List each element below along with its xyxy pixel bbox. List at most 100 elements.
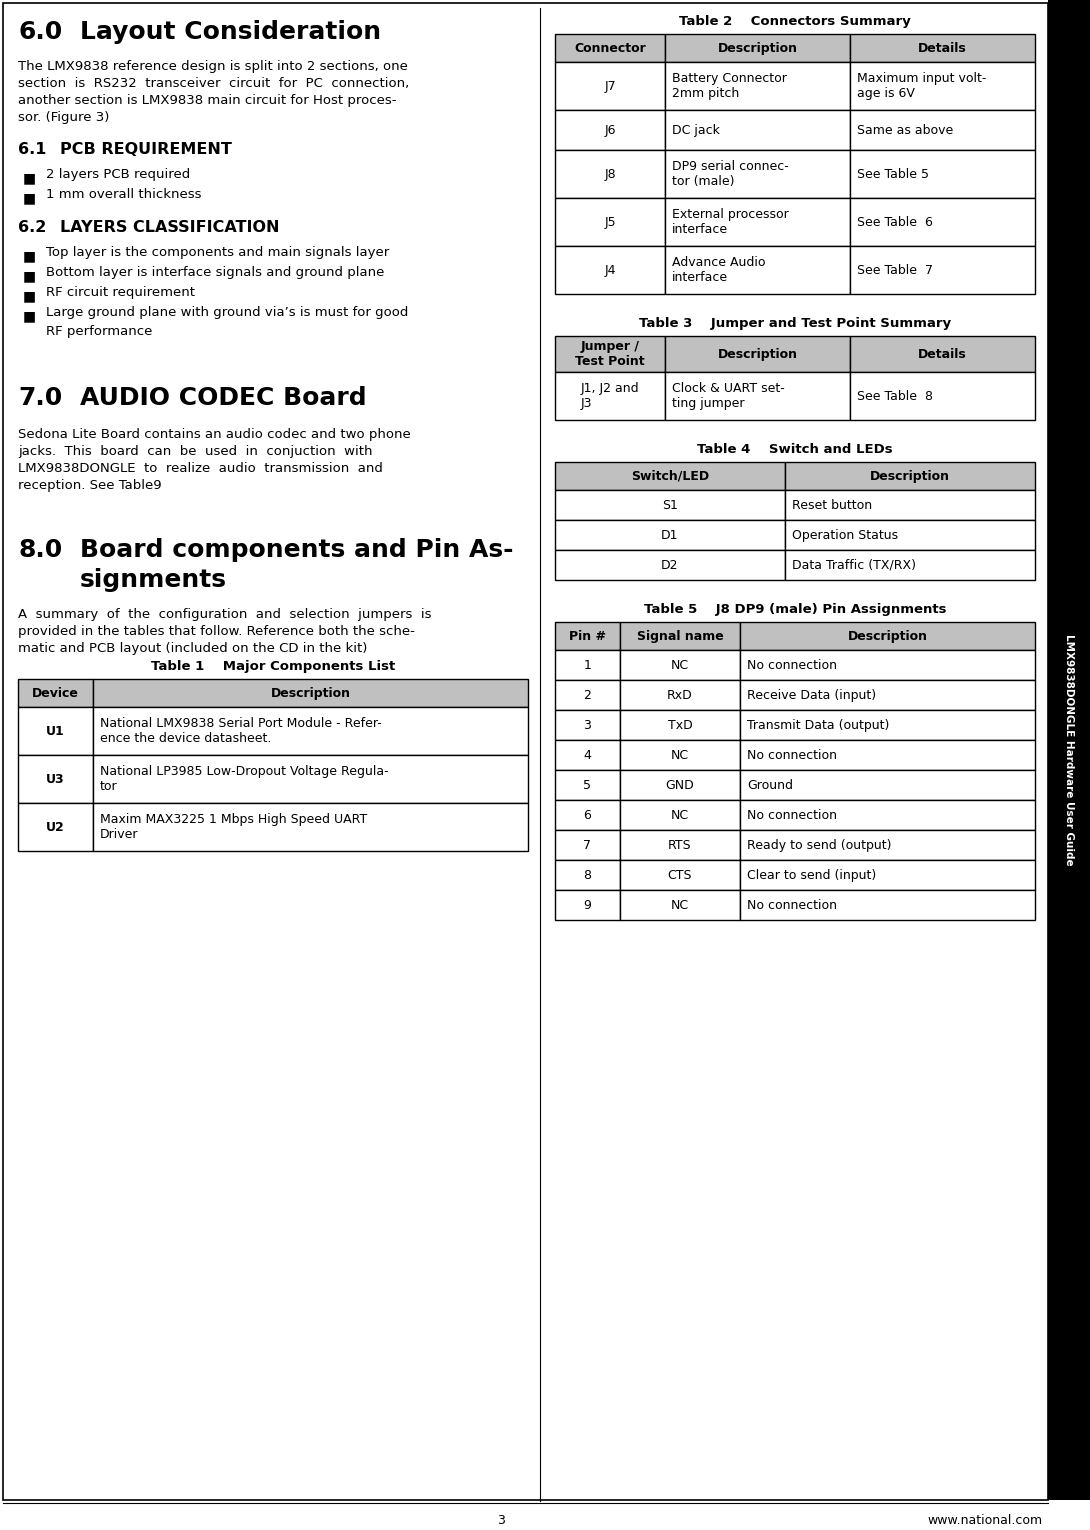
Text: S1: S1 <box>662 499 678 511</box>
Bar <box>555 860 620 890</box>
Bar <box>665 337 850 372</box>
Bar <box>740 800 1036 829</box>
Text: NC: NC <box>671 658 689 672</box>
Bar <box>620 800 740 829</box>
Text: Signal name: Signal name <box>637 629 724 643</box>
Bar <box>555 63 665 110</box>
Text: No connection: No connection <box>747 658 837 672</box>
Text: Description: Description <box>270 687 351 699</box>
Text: Device: Device <box>32 687 78 699</box>
Bar <box>555 246 665 294</box>
Text: 2: 2 <box>583 688 592 701</box>
Bar <box>19 679 93 707</box>
Bar <box>740 829 1036 860</box>
Bar <box>555 520 785 549</box>
Bar <box>555 770 620 800</box>
Text: The LMX9838 reference design is split into 2 sections, one: The LMX9838 reference design is split in… <box>19 60 408 73</box>
Bar <box>620 860 740 890</box>
Text: ■: ■ <box>23 269 36 283</box>
Bar <box>665 197 850 246</box>
Bar <box>620 679 740 710</box>
Text: www.national.com: www.national.com <box>928 1513 1043 1527</box>
Text: Table 3    Jumper and Test Point Summary: Table 3 Jumper and Test Point Summary <box>639 317 952 330</box>
Text: NC: NC <box>671 898 689 912</box>
Bar <box>555 549 785 580</box>
Text: AUDIO CODEC Board: AUDIO CODEC Board <box>80 386 366 410</box>
Text: section  is  RS232  transceiver  circuit  for  PC  connection,: section is RS232 transceiver circuit for… <box>19 76 409 90</box>
Bar <box>850 34 1036 63</box>
Text: National LP3985 Low-Dropout Voltage Regula-
tor: National LP3985 Low-Dropout Voltage Regu… <box>100 765 389 793</box>
Text: U2: U2 <box>46 820 65 834</box>
Text: See Table  6: See Table 6 <box>857 216 933 228</box>
Bar <box>19 754 93 803</box>
Bar <box>850 150 1036 197</box>
Text: 5: 5 <box>583 779 592 791</box>
Bar <box>740 890 1036 920</box>
Text: Same as above: Same as above <box>857 124 954 136</box>
Text: J7: J7 <box>604 80 616 92</box>
Text: Connector: Connector <box>574 41 646 55</box>
Text: 8.0: 8.0 <box>19 539 62 562</box>
Text: Description: Description <box>870 470 950 482</box>
Text: ■: ■ <box>23 249 36 263</box>
Text: Bottom layer is interface signals and ground plane: Bottom layer is interface signals and gr… <box>46 266 385 278</box>
Bar <box>740 710 1036 741</box>
Bar <box>555 197 665 246</box>
Bar <box>740 650 1036 679</box>
Bar <box>555 741 620 770</box>
Text: CTS: CTS <box>668 869 692 881</box>
Bar <box>785 462 1036 490</box>
Text: 8: 8 <box>583 869 592 881</box>
Bar <box>555 150 665 197</box>
Text: 6.1: 6.1 <box>19 142 47 158</box>
Bar <box>555 34 665 63</box>
Text: Layout Consideration: Layout Consideration <box>80 20 381 44</box>
Text: RF performance: RF performance <box>46 324 153 338</box>
Bar <box>620 650 740 679</box>
Bar <box>555 890 620 920</box>
Text: Table 5    J8 DP9 (male) Pin Assignments: Table 5 J8 DP9 (male) Pin Assignments <box>644 603 946 617</box>
Text: J6: J6 <box>604 124 616 136</box>
Text: 3: 3 <box>497 1513 506 1527</box>
Text: Data Traffic (TX/RX): Data Traffic (TX/RX) <box>792 558 916 572</box>
Text: sor. (Figure 3): sor. (Figure 3) <box>19 112 109 124</box>
Text: provided in the tables that follow. Reference both the sche-: provided in the tables that follow. Refe… <box>19 624 415 638</box>
Bar <box>850 110 1036 150</box>
Text: Table 1    Major Components List: Table 1 Major Components List <box>150 659 396 673</box>
Text: Large ground plane with ground via’s is must for good: Large ground plane with ground via’s is … <box>46 306 409 318</box>
Text: Switch/LED: Switch/LED <box>631 470 710 482</box>
Text: RTS: RTS <box>668 838 692 852</box>
Text: reception. See Table9: reception. See Table9 <box>19 479 161 493</box>
Bar <box>740 623 1036 650</box>
Text: External processor
interface: External processor interface <box>673 208 789 236</box>
Text: 6.0: 6.0 <box>19 20 62 44</box>
Bar <box>665 110 850 150</box>
Text: J1, J2 and
J3: J1, J2 and J3 <box>581 382 640 410</box>
Text: 1 mm overall thickness: 1 mm overall thickness <box>46 188 202 200</box>
Text: National LMX9838 Serial Port Module - Refer-
ence the device datasheet.: National LMX9838 Serial Port Module - Re… <box>100 718 382 745</box>
Bar <box>555 800 620 829</box>
Text: Advance Audio
interface: Advance Audio interface <box>673 256 765 285</box>
Bar <box>555 710 620 741</box>
Text: ■: ■ <box>23 309 36 323</box>
Text: U3: U3 <box>46 773 64 785</box>
Text: LAYERS CLASSIFICATION: LAYERS CLASSIFICATION <box>60 220 279 236</box>
Bar <box>850 197 1036 246</box>
Text: Details: Details <box>918 347 967 361</box>
Text: RxD: RxD <box>667 688 693 701</box>
Bar <box>740 770 1036 800</box>
Bar <box>555 462 785 490</box>
Bar <box>850 337 1036 372</box>
Text: another section is LMX9838 main circuit for Host proces-: another section is LMX9838 main circuit … <box>19 93 397 107</box>
Text: No connection: No connection <box>747 898 837 912</box>
Bar <box>555 110 665 150</box>
Bar <box>93 707 528 754</box>
Bar <box>19 803 93 851</box>
Text: RF circuit requirement: RF circuit requirement <box>46 286 195 298</box>
Text: DP9 serial connec-
tor (male): DP9 serial connec- tor (male) <box>673 161 789 188</box>
Bar <box>620 741 740 770</box>
Bar <box>555 679 620 710</box>
Text: J8: J8 <box>604 167 616 181</box>
Bar <box>555 490 785 520</box>
Text: Description: Description <box>848 629 928 643</box>
